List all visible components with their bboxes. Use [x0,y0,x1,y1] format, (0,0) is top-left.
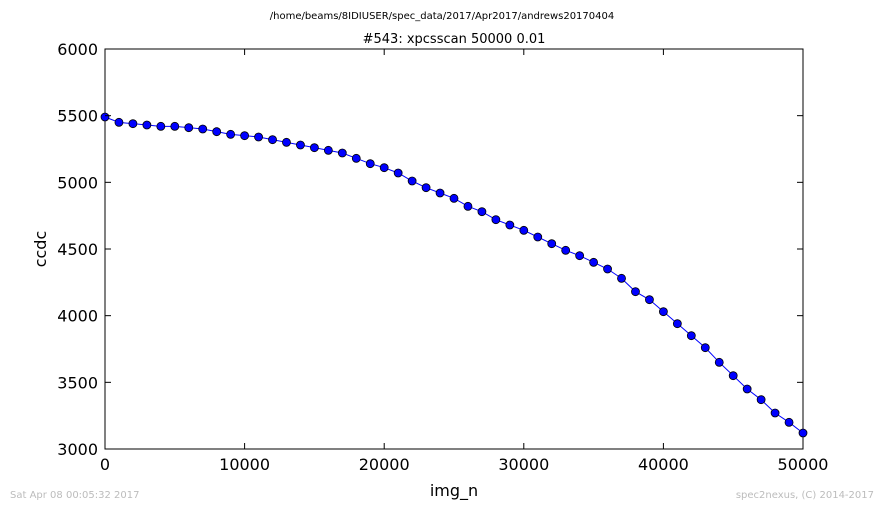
data-point [421,183,431,193]
data-point [379,163,389,173]
data-point [309,143,319,153]
y-axis-label: ccdc [31,231,50,268]
data-point [435,188,445,198]
data-point [491,215,501,225]
data-point [603,264,612,274]
data-point [700,343,710,353]
data-point [631,287,640,297]
data-point [659,307,668,317]
data-point [268,135,277,145]
data-point [156,121,166,131]
x-axis-label: img_n [430,481,478,501]
data-point [686,331,696,341]
data-point [533,232,543,242]
data-point [463,201,473,211]
data-point [351,153,361,163]
y-tick-label: 6000 [57,40,98,59]
data-point [505,220,515,230]
data-point [547,239,557,249]
data-point [240,131,250,141]
data-point [742,384,752,394]
data-point [617,273,626,283]
figure-path-title: /home/beams/8IDIUSER/spec_data/2017/Apr2… [270,11,614,22]
footer-timestamp: Sat Apr 08 00:05:32 2017 [10,490,140,501]
y-tick-label: 4500 [57,240,98,259]
x-tick-label: 30000 [498,455,549,474]
data-point [728,371,738,381]
data-point [756,395,766,405]
data-point [477,207,487,217]
plot-frame [104,48,804,450]
data-point [323,145,333,155]
data-point [128,119,138,129]
data-point [100,112,110,122]
y-tick-label: 3500 [57,373,98,392]
data-point [714,357,724,367]
data-point [142,120,152,130]
footer-credit: spec2nexus, (C) 2014-2017 [736,490,874,501]
x-tick-label: 10000 [219,455,270,474]
data-point [254,132,263,142]
chart-title: #543: xpcsscan 50000 0.01 [363,32,546,47]
series-layer [100,112,808,438]
data-point [407,176,417,186]
x-tick-label: 50000 [778,455,829,474]
data-point [337,148,347,158]
data-point [575,251,585,261]
data-point [672,319,682,329]
data-point [393,168,403,178]
y-tick-label: 4000 [57,307,98,326]
data-point [645,295,654,305]
data-point [282,137,291,147]
x-tick-label: 20000 [359,455,410,474]
data-point [184,123,194,133]
y-tick-label: 3000 [57,440,98,459]
data-point [519,225,529,235]
data-point [114,117,124,127]
y-tick-label: 5500 [57,107,98,126]
plot-area: 0 10000 20000 30000 40000 50000 3000 3500 4000 45… [57,40,828,474]
data-point [770,408,780,418]
x-tick-label: 40000 [638,455,689,474]
data-point [365,159,375,169]
data-point [798,428,808,438]
tick-layer: 0 10000 20000 30000 40000 50000 3000 3500 4000 45… [57,40,828,474]
data-point [784,417,794,427]
data-point [589,257,598,267]
data-point [170,121,180,131]
x-tick-label: 0 [100,455,110,474]
data-point [561,245,571,255]
data-point [212,127,222,137]
y-tick-label: 5000 [57,173,98,192]
data-point [198,124,208,134]
data-point [296,140,305,150]
data-point [449,193,459,203]
data-point [226,129,236,139]
